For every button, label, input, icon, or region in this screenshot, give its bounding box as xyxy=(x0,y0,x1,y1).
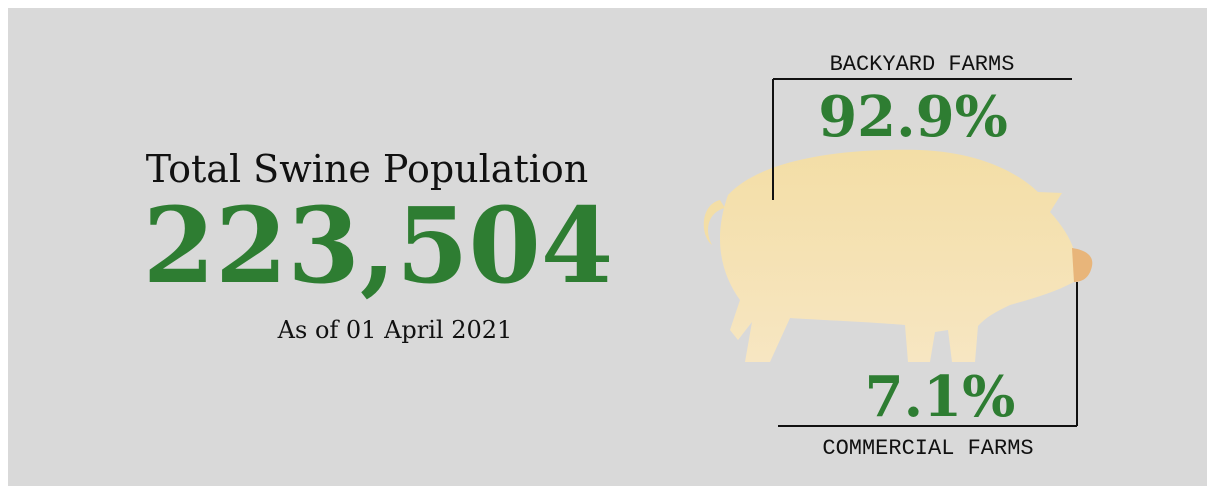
total: 223,504 xyxy=(143,184,613,307)
segment-label: COMMERCIAL FARMS xyxy=(822,436,1033,461)
pig xyxy=(703,149,1093,362)
title: Total Swine Population xyxy=(146,147,588,191)
segment-share: 7.1% xyxy=(865,364,1016,430)
pig-body xyxy=(719,149,1074,362)
pig-tail xyxy=(703,200,725,245)
segment-label: BACKYARD FARMS xyxy=(830,52,1015,77)
date: As of 01 April 2021 xyxy=(277,316,513,344)
pig-snout xyxy=(1072,248,1093,282)
segment-share: 92.9% xyxy=(818,84,1008,150)
